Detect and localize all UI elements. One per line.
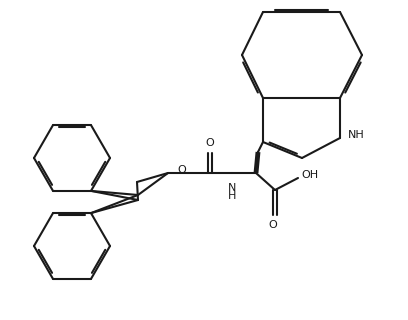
Text: O: O: [177, 165, 186, 175]
Text: OH: OH: [301, 170, 318, 180]
Text: N: N: [228, 183, 236, 193]
Text: H: H: [228, 191, 236, 201]
Text: O: O: [206, 138, 214, 148]
Text: O: O: [268, 220, 277, 230]
Text: NH: NH: [348, 130, 365, 140]
